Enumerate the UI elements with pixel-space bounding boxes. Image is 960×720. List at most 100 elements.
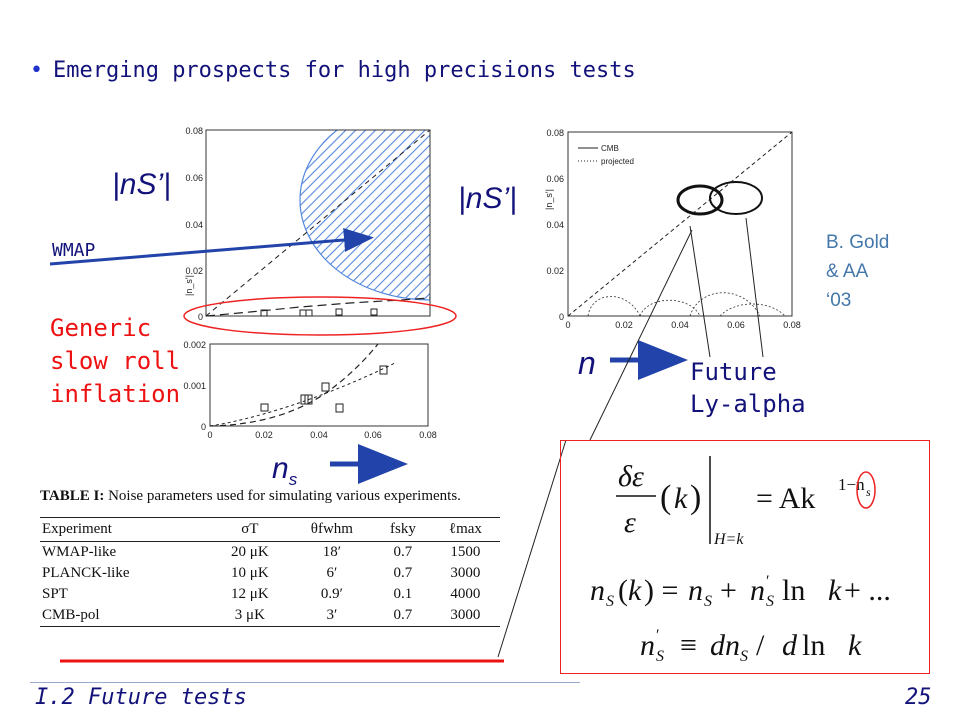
table-cell: PLANCK-like [42,565,130,581]
svg-text:S: S [766,593,774,610]
data-square [260,309,268,317]
legend-cmb: CMB [601,144,619,153]
contour-cmb [709,181,763,215]
page-number: 25 [905,685,932,710]
svg-text:ln: ln [802,629,825,662]
future-line-2: Ly-alpha [690,390,806,418]
generic-line-2: slow roll [50,347,181,375]
contour-projected [587,296,641,317]
tick-x-right: 0.06 [727,320,745,330]
ns-prime-right-text: |nS’| [458,182,517,215]
table-cell: CMB-pol [42,607,100,623]
tick-y-right: 0.06 [546,174,564,184]
tick-y-top-left: 0.06 [185,173,203,183]
data-square [379,365,388,375]
footer-title: I.2 Future tests [35,685,247,710]
svg-text:): ) [690,479,701,516]
svg-text:ln: ln [782,574,805,607]
data-square [321,382,330,392]
table-cell: 3000 [450,565,481,581]
col-header-lmax: ℓmax [430,517,500,542]
svg-text:k: k [674,482,688,515]
formula-rhs: = Ak [756,482,815,515]
formula-eval: H=k [713,531,744,548]
tick-y-top-left: 0 [198,312,203,322]
plot-right: CMB projected 0.08 0.06 0.04 0.02 0 0 0.… [544,128,801,330]
credit-line-2: & AA [826,261,869,282]
table-row: PLANCK-like 10 μK 6′ 0.7 3000 [40,563,500,584]
ns-label-base: n [272,452,289,485]
formula-denominator: ε [624,506,636,539]
table-cell: 6′ [326,565,338,581]
data-square [305,309,313,317]
plot-top-left-diagonal [205,129,431,317]
bullet-heading: • Emerging prospects for high precisions … [30,58,636,83]
table-row: SPT 12 μK 0.9′ 0.1 4000 [40,584,500,605]
svg-text:+: + [720,574,737,607]
data-square [370,308,378,316]
bullet-text: Emerging prospects for high precisions t… [52,58,636,83]
tick-y-bottom-left: 0.001 [183,381,206,391]
svg-text:n: n [750,574,765,607]
svg-text:k: k [628,574,642,607]
formula3-n: n [640,629,655,662]
table-cell: 0.9′ [320,586,343,602]
svg-text:) =: ) = [644,574,678,607]
data-square [299,309,307,317]
table-cell: 3 μK [234,607,265,623]
generic-line-3: inflation [50,380,181,408]
table-cell: 18′ [322,544,342,560]
pointer-line-left [689,225,711,358]
credit-line-3: ‘03 [826,290,852,311]
table-cell: 1500 [450,544,481,560]
legend-projected: projected [601,157,634,166]
formula-box [560,440,930,674]
table-caption-label: TABLE I: [40,488,105,504]
tick-y-top-left: 0.08 [185,126,203,136]
table-cell: SPT [42,586,68,602]
tick-y-right: 0.02 [546,266,564,276]
data-square [335,403,344,413]
table-cell: 0.7 [393,565,413,581]
tick-x-right: 0.08 [783,320,801,330]
svg-text:/: / [756,629,765,662]
col-header-sigma: σT [210,517,289,542]
noise-parameters-table: Experiment σT θfwhm fsky ℓmax WMAP-like … [40,517,500,627]
svg-text:′: ′ [766,573,770,590]
data-square [335,308,343,316]
wmap-hatched-region [299,130,430,301]
connector-line [497,439,567,658]
generic-slow-roll-label: Generic slow roll inflation [50,312,180,411]
pointer-line-right [745,217,764,358]
tick-x-right: 0 [565,320,570,330]
table-row: WMAP-like 20 μK 18′ 0.7 1500 [40,542,500,564]
svg-text:(: ( [618,574,628,607]
plot-right-ylabel: |n_s'| [544,189,554,210]
table-cell: 4000 [450,586,481,602]
tick-y-bottom-left: 0 [201,422,206,432]
table-cell: 10 μK [231,565,269,581]
future-line-1: Future [690,358,777,386]
plot-top-left: 0.08 0.06 0.04 0.02 0 |n_s'| [184,126,431,322]
contour-cmb [676,184,724,216]
tick-y-right: 0 [559,312,564,322]
wmap-arrow [49,227,374,266]
svg-text:+ ...: + ... [844,574,891,607]
svg-text:S: S [656,648,664,665]
table-cell: 20 μK [231,544,269,560]
credit-line-1: B. Gold [826,232,890,253]
svg-text:k: k [828,574,842,607]
tick-y-top-left: 0.04 [185,220,203,230]
n-label: n [578,345,596,381]
tick-x-bottom-left: 0.06 [364,430,382,440]
highlight-oval [183,296,457,336]
contour-projected [689,292,761,317]
data-square [260,403,269,412]
svg-text:′: ′ [656,627,660,644]
table-caption: TABLE I: Noise parameters used for simul… [40,488,500,505]
formula2-n: n [590,574,605,607]
table-header-row: Experiment σT θfwhm fsky ℓmax [40,517,500,542]
svg-text:S: S [606,593,614,610]
svg-text:k: k [848,629,862,662]
